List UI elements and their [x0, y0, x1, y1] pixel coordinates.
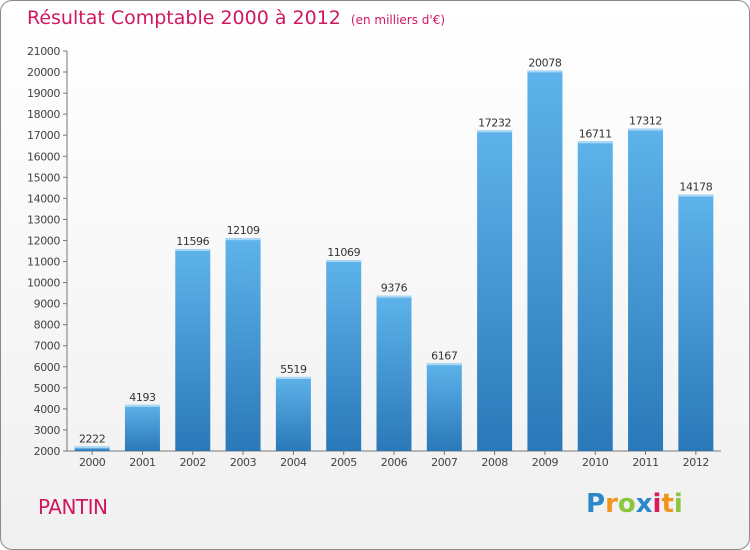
y-tick-label: 17000 [27, 129, 60, 142]
bar [175, 248, 211, 451]
x-tick-label: 2000 [79, 456, 106, 469]
chart-title-text: Résultat Comptable 2000 à 2012 [27, 7, 341, 29]
x-tick-label: 2003 [230, 456, 257, 469]
bar-highlight [124, 404, 160, 407]
x-tick-label: 2009 [532, 456, 559, 469]
y-tick-label: 3000 [34, 424, 61, 437]
logo-letter: o [617, 489, 636, 519]
data-label: 5519 [280, 363, 307, 376]
bar-highlight [74, 446, 110, 449]
bar-highlight [175, 248, 211, 251]
bar-highlight [678, 194, 714, 197]
data-label: 9376 [381, 282, 408, 295]
chart-subtitle: (en milliers d'€) [350, 13, 446, 27]
y-tick-label: 6000 [34, 361, 61, 374]
data-label: 11596 [176, 235, 209, 248]
place-name: PANTIN [38, 495, 108, 519]
y-tick-label: 15000 [27, 171, 60, 184]
data-label: 20078 [528, 56, 561, 69]
y-tick-label: 7000 [34, 340, 61, 353]
bar-highlight [577, 141, 613, 144]
chart-labels: 2222 2000 4193 2001 11596 2002 12109 2003 5519 20… [79, 56, 713, 469]
bar-highlight [326, 260, 362, 263]
data-label: 2222 [79, 432, 105, 445]
bar-highlight [225, 238, 261, 241]
y-tick-label: 19000 [27, 87, 60, 100]
x-tick-label: 2007 [431, 456, 458, 469]
proxiti-logo: Proxiti [586, 489, 683, 519]
bar-highlight [527, 70, 563, 73]
x-tick-label: 2010 [582, 456, 609, 469]
bar [527, 70, 563, 452]
y-tick-label: 21000 [27, 45, 60, 58]
data-label: 14178 [679, 181, 712, 194]
bar-highlight [628, 128, 664, 131]
y-tick-label: 16000 [27, 150, 60, 163]
bar [326, 260, 362, 451]
data-label: 17312 [629, 115, 662, 128]
bar [124, 404, 160, 451]
y-tick-label: 5000 [34, 382, 61, 395]
x-tick-label: 2011 [632, 456, 658, 469]
logo-letter: i [652, 489, 662, 519]
y-tick-label: 4000 [34, 403, 61, 416]
x-tick-label: 2006 [381, 456, 408, 469]
logo-letter: r [605, 489, 618, 519]
logo-letter: i [673, 489, 683, 519]
bar-highlight [376, 295, 412, 298]
data-label: 11069 [327, 246, 360, 259]
x-tick-label: 2001 [129, 456, 155, 469]
bar [225, 238, 261, 451]
y-tick-label: 18000 [27, 108, 60, 121]
bar [426, 363, 462, 451]
bar [577, 141, 613, 451]
y-tick-label: 13000 [27, 213, 60, 226]
y-tick-label: 8000 [34, 319, 61, 332]
x-tick-label: 2008 [481, 456, 508, 469]
chart-title: Résultat Comptable 2000 à 2012 (en millie… [27, 7, 445, 29]
y-tick-label: 9000 [34, 298, 61, 311]
logo-letter: x [635, 489, 653, 519]
bar [628, 128, 664, 452]
y-tick-label: 14000 [27, 192, 60, 205]
y-tick-label: 10000 [27, 277, 60, 290]
y-tick-label: 12000 [27, 234, 60, 247]
data-label: 12109 [227, 224, 260, 237]
x-tick-label: 2012 [683, 456, 709, 469]
logo-letter: P [586, 489, 606, 519]
bar [275, 376, 311, 451]
bar [376, 295, 412, 451]
logo-letter: t [661, 489, 674, 519]
data-label: 6167 [431, 349, 458, 362]
x-tick-label: 2004 [280, 456, 307, 469]
x-tick-label: 2005 [330, 456, 357, 469]
data-label: 4193 [129, 391, 156, 404]
bar-highlight [477, 130, 513, 133]
y-tick-label: 2000 [34, 445, 61, 458]
data-label: 17232 [478, 116, 511, 129]
bar-highlight [426, 363, 462, 366]
bar [74, 446, 110, 451]
y-tick-label: 11000 [27, 256, 60, 269]
x-tick-label: 2002 [180, 456, 206, 469]
y-tick-label: 20000 [27, 66, 60, 79]
data-label: 16711 [579, 127, 612, 140]
bar [678, 194, 714, 452]
chart-bars [74, 70, 714, 452]
bar-highlight [275, 376, 311, 379]
bar [477, 130, 513, 452]
